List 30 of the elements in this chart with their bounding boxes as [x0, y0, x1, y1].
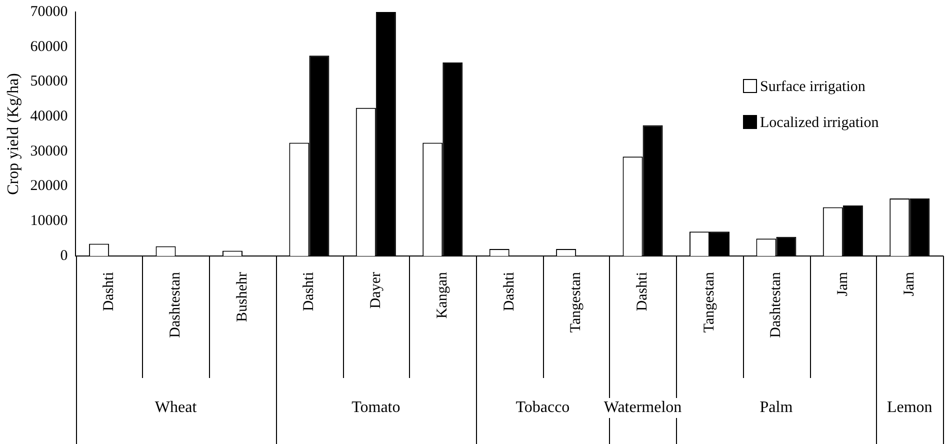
y-tick-label: 50000	[30, 74, 68, 90]
y-axis-title: Crop yield (Kg/ha)	[4, 73, 22, 195]
legend-label: Localized irrigation	[760, 114, 880, 131]
y-tick-label: 40000	[30, 108, 68, 125]
y-tick-label: 10000	[30, 213, 68, 230]
y-tick-label: 60000	[30, 38, 68, 55]
x-tick-label: Dayer	[368, 272, 384, 309]
y-tick-label: 30000	[30, 143, 68, 160]
text: Wheat	[154, 399, 198, 416]
x-tick-label: Dashtestan	[168, 272, 184, 338]
x-tick-label: Dashti	[501, 272, 518, 312]
x-tick-label: Dashtestan	[768, 272, 784, 338]
text: Palm	[760, 399, 794, 416]
text: Watermelon	[604, 399, 682, 416]
x-tick-label: Dashti	[100, 272, 117, 312]
legend-label: Surface irrigation	[760, 78, 866, 95]
x-tick-label: Tangestan	[568, 272, 584, 333]
y-tick-label: 20000	[30, 178, 68, 194]
x-tick-label: Bushehr	[234, 272, 250, 322]
x-tick-label: Dashti	[634, 272, 651, 312]
x-tick-label: Tangestan	[701, 272, 718, 333]
x-tick-label: Jam	[834, 272, 851, 296]
y-tick-label: 0	[60, 248, 68, 264]
y-tick-label: 70000	[30, 4, 68, 20]
text: Lemon	[886, 399, 932, 416]
text: Tomato	[352, 399, 400, 416]
text: Tobacco	[516, 399, 570, 416]
x-tick-label: Kangan	[434, 272, 451, 319]
x-tick-label: Dashti	[301, 272, 318, 312]
x-tick-label: Jam	[902, 272, 918, 296]
